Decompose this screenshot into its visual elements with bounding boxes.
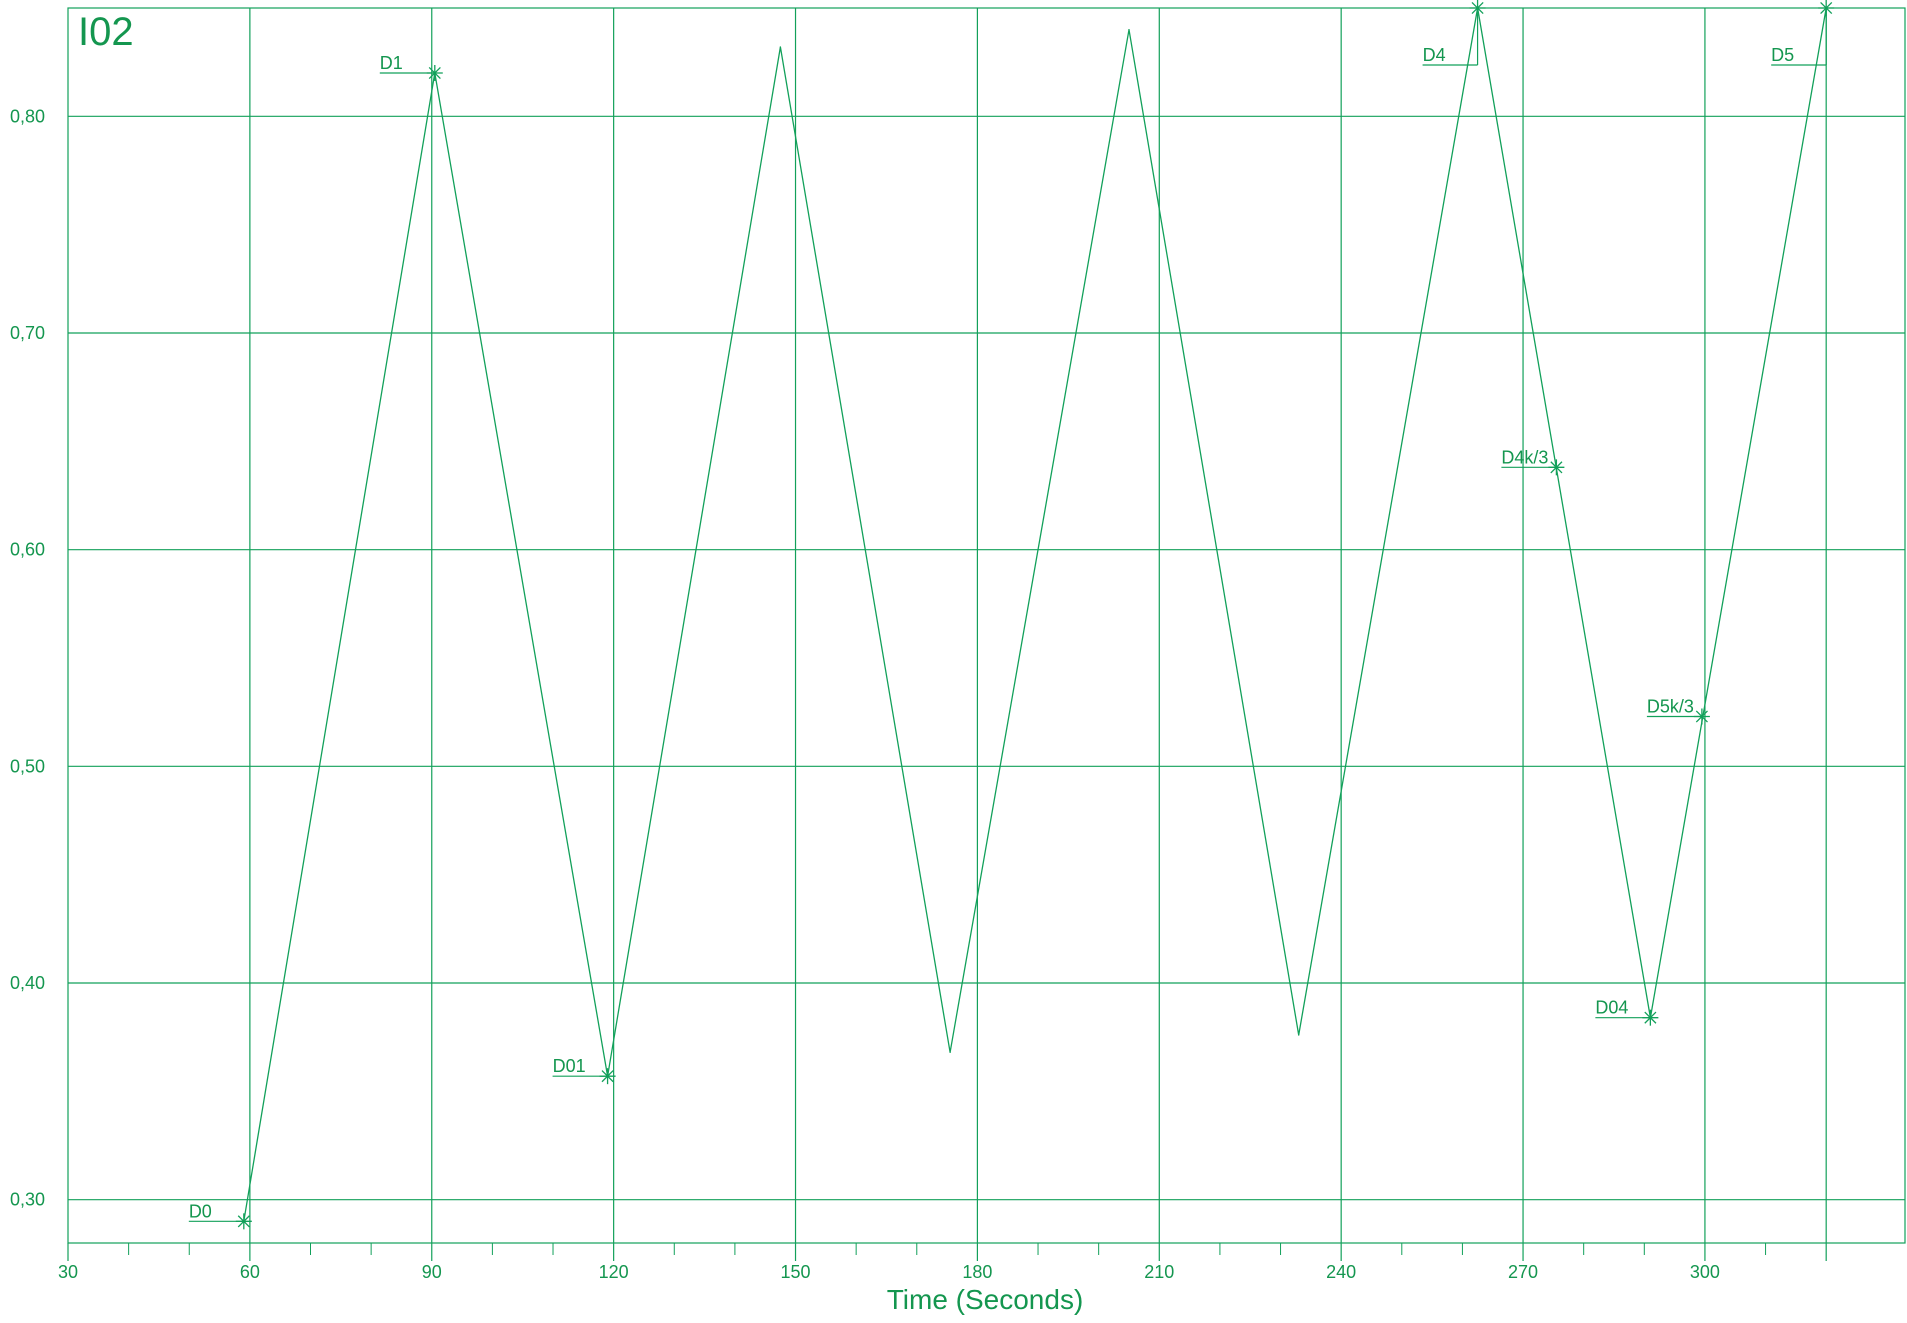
chart-title: I02	[78, 10, 134, 54]
marker-d0	[188, 1213, 252, 1230]
x-tick-label: 30	[58, 1262, 78, 1282]
grid-layer	[67, 7, 1906, 1261]
marker-label: D01	[553, 1056, 586, 1076]
marker-d4k-3	[1501, 459, 1565, 476]
data-point	[779, 46, 781, 48]
marker-label: D5	[1771, 45, 1794, 65]
x-tick-label: 180	[962, 1262, 992, 1282]
y-tick-label: 0,60	[10, 540, 45, 560]
marker-d04	[1595, 1009, 1659, 1026]
x-tick-label: 150	[781, 1262, 811, 1282]
x-tick-label: 300	[1690, 1262, 1720, 1282]
marker-layer	[188, 0, 1835, 1230]
y-tick-label: 0,40	[10, 973, 45, 993]
marker-label: D1	[380, 53, 403, 73]
marker-d5k-3	[1646, 708, 1710, 725]
marker-label: D4	[1423, 45, 1446, 65]
marker-asterisk-stroke	[1695, 710, 1708, 723]
marker-d1	[379, 65, 443, 81]
x-tick-label: 120	[599, 1262, 629, 1282]
x-tick-label: 90	[422, 1262, 442, 1282]
marker-d5	[1771, 0, 1835, 66]
y-tick-label: 0,30	[10, 1190, 45, 1210]
data-point	[949, 1051, 951, 1053]
y-tick-label: 0,50	[10, 756, 45, 776]
marker-d4	[1422, 0, 1486, 66]
marker-label: D4k/3	[1501, 447, 1548, 467]
marker-label: D5k/3	[1647, 697, 1694, 717]
x-tick-label: 60	[240, 1262, 260, 1282]
series-line	[243, 7, 1827, 1222]
data-point	[1128, 29, 1130, 31]
data-point	[1298, 1034, 1300, 1036]
plot-frame	[67, 7, 1906, 1244]
x-tick-label: 210	[1144, 1262, 1174, 1282]
label-layer: I02 Time (Seconds) 30 60 90 120 150 180 210 240…	[10, 10, 1794, 1315]
series-layer	[243, 7, 1827, 1222]
x-tick-label: 270	[1508, 1262, 1538, 1282]
x-axis-label: Time (Seconds)	[887, 1284, 1084, 1315]
marker-label: D04	[1595, 998, 1628, 1018]
y-tick-label: 0,70	[10, 323, 45, 343]
marker-d01	[552, 1068, 616, 1085]
y-tick-label: 0,80	[10, 106, 45, 126]
x-tick-label: 240	[1326, 1262, 1356, 1282]
marker-label: D0	[189, 1201, 212, 1221]
